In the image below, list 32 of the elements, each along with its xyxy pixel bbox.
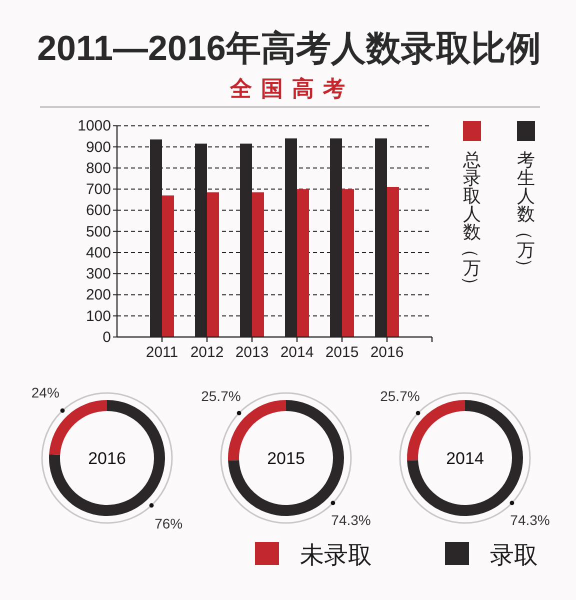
x-tick-label: 2013 [235,344,269,361]
text: 2015 [267,449,305,468]
y-tick-label: 200 [86,286,111,304]
x-tick-label: 2014 [280,344,314,361]
chart-subtitle: 全国高考 [229,76,354,101]
legend-label: 未录取 [300,542,372,569]
x-tick-label: 2012 [190,344,224,361]
y-tick-label: 500 [86,223,111,240]
data-label: 25.7% [201,388,241,404]
x-tick-label: 2011 [146,344,178,361]
y-tick-label: 700 [86,181,111,198]
x-tick-label: 2016 [370,344,404,361]
data-label: 24% [31,384,60,400]
y-tick-label: 900 [86,138,111,156]
y-tick-label: 1000 [78,118,111,135]
legend-label: 考生人数（万） [515,150,536,276]
chart-title: 2011—2016年高考人数录取比例 [37,29,541,68]
text: 2014 [446,449,484,468]
legend-label: 录取 [490,542,538,569]
data-label: 76% [154,516,183,532]
data-label: 25.7% [380,388,420,404]
data-label: 74.3% [510,512,550,528]
legend-label: 总录取人数（万） [461,150,482,294]
data-label: 74.3% [331,512,371,528]
y-tick-label: 600 [86,202,111,220]
text: 2016 [88,449,126,468]
y-tick-label: 100 [86,308,111,325]
y-tick-label: 400 [86,244,111,262]
y-tick-label: 0 [102,329,111,346]
x-tick-label: 2015 [325,344,359,361]
y-tick-label: 300 [86,266,111,283]
y-tick-label: 800 [86,160,111,177]
